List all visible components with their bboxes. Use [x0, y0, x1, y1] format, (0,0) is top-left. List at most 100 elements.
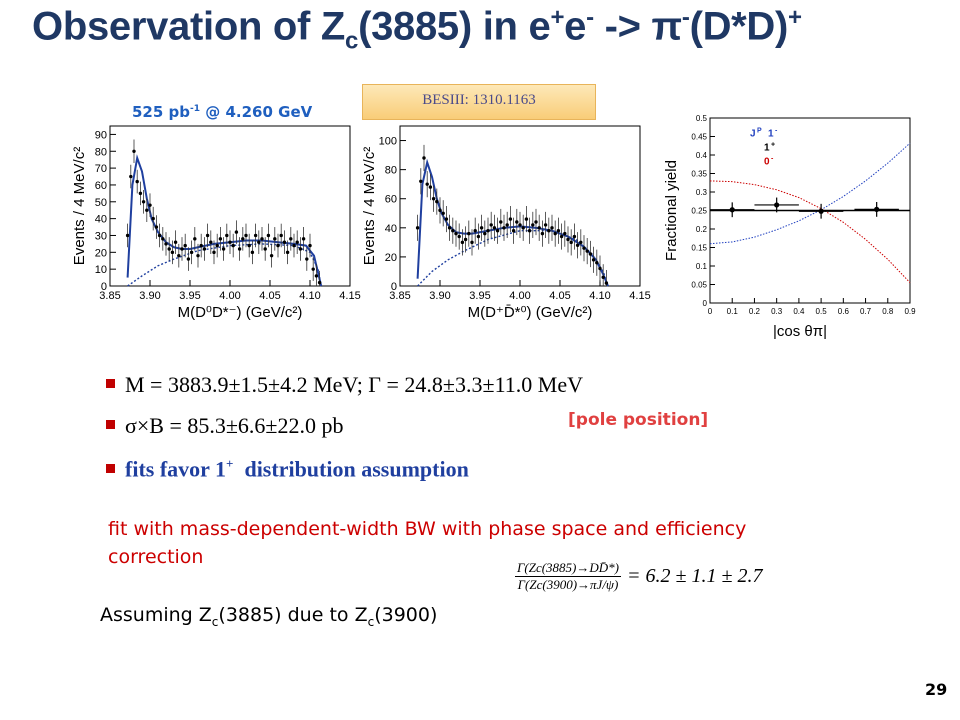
- data-point: [492, 226, 497, 230]
- data-point: [189, 250, 194, 255]
- legend-entry-2: 0: [764, 157, 770, 168]
- x-tick-label-2: 3.95: [469, 290, 490, 302]
- data-point: [479, 226, 484, 230]
- data-point: [457, 234, 461, 239]
- data-point: [537, 226, 541, 230]
- data-point: [269, 253, 274, 258]
- data-point: [495, 229, 500, 233]
- x-tick-label-4: 4.05: [549, 290, 570, 302]
- x-tick-label-4: 0.4: [793, 307, 805, 316]
- data-point: [260, 237, 264, 241]
- x-tick-label-3: 4.00: [509, 290, 530, 302]
- data-point: [588, 252, 593, 256]
- data-point: [241, 237, 245, 241]
- data-point: [505, 223, 509, 227]
- data-point: [141, 200, 146, 204]
- data-point: [135, 179, 139, 184]
- fit-background-curve: [417, 230, 609, 287]
- x-tick-label-6: 4.15: [339, 290, 360, 302]
- legend-entry-1: 1: [764, 143, 770, 154]
- y-tick-label-10: 0.5: [696, 114, 708, 123]
- data-point: [199, 243, 203, 248]
- slide-title: Observation of Zc(3885) in e+e- -> π-(D*…: [32, 4, 802, 55]
- data-point: [431, 197, 436, 201]
- data-point: [301, 237, 306, 241]
- data-point: [569, 240, 573, 245]
- data-point: [550, 226, 554, 230]
- data-point: [598, 266, 602, 271]
- bullet-cross-section: σ×B = 85.3±6.6±22.0 pb: [106, 413, 344, 439]
- y-tick-label-5: 0.25: [691, 207, 707, 216]
- data-point: [553, 231, 557, 236]
- data-point: [559, 234, 564, 239]
- legend-entry-sup-0: -: [775, 128, 778, 135]
- yield-point: [874, 206, 880, 212]
- x-tick-label-5: 0.5: [816, 307, 828, 316]
- y-tick-label-7: 70: [95, 163, 107, 175]
- data-point: [295, 240, 299, 244]
- plot-frame: [399, 125, 641, 287]
- data-point: [518, 223, 522, 227]
- data-point: [250, 250, 255, 255]
- data-point: [419, 179, 423, 183]
- data-point: [273, 237, 277, 241]
- y-axis-title: Fractional yield: [663, 160, 680, 261]
- yield-point: [774, 202, 780, 208]
- data-point: [180, 247, 184, 251]
- data-point: [266, 233, 271, 238]
- data-point: [292, 243, 296, 248]
- bullet-square-icon: [106, 463, 115, 473]
- y-tick-label-3: 60: [385, 194, 397, 206]
- data-point: [489, 223, 493, 227]
- data-point: [183, 243, 187, 248]
- y-tick-label-8: 0.4: [696, 151, 708, 160]
- data-point: [470, 240, 474, 245]
- data-point: [575, 243, 580, 247]
- data-point: [202, 247, 207, 251]
- data-point: [547, 229, 551, 233]
- width-ratio-formula: Γ(Zc(3885)→DD̄*) Γ(Zc(3900)→πJ/ψ) = 6.2 …: [515, 560, 762, 593]
- yield-point: [729, 207, 735, 213]
- data-point: [311, 267, 315, 271]
- data-point: [447, 226, 452, 230]
- plot-frame: [109, 125, 351, 287]
- data-point: [305, 257, 309, 261]
- data-point: [563, 231, 567, 236]
- x-tick-label-5: 4.10: [589, 290, 610, 302]
- x-tick-label-1: 3.90: [139, 290, 160, 302]
- data-point: [151, 216, 155, 221]
- pole-position-label: [pole position]: [568, 410, 709, 430]
- data-point: [247, 243, 251, 248]
- besiii-reference-box: BESIII: 1310.1163: [362, 84, 596, 120]
- data-point: [601, 275, 605, 279]
- y-tick-label-5: 50: [95, 197, 107, 209]
- data-point: [595, 261, 599, 265]
- y-tick-label-9: 0.45: [691, 133, 707, 142]
- data-point: [193, 237, 197, 241]
- data-point: [531, 223, 535, 227]
- data-point: [244, 233, 248, 238]
- plot-d0-dstar-mass: 0 10 20 30 40 50 60 70 80 90 3.85 3.90 3.95 4.00 4.05 4…: [71, 125, 361, 321]
- y-tick-label-1: 20: [385, 252, 397, 264]
- data-point: [132, 149, 136, 153]
- data-point: [138, 191, 143, 196]
- ratio-denominator: Γ(Zc(3900)→πJ/ψ): [517, 577, 619, 592]
- data-point: [221, 247, 226, 251]
- data-point: [164, 242, 168, 246]
- y-tick-label-2: 20: [95, 247, 107, 259]
- data-point: [499, 220, 503, 224]
- data-point: [572, 234, 577, 239]
- x-tick-label-3: 4.00: [219, 290, 240, 302]
- data-point: [556, 229, 561, 233]
- data-point: [298, 247, 303, 251]
- data-point: [460, 240, 465, 245]
- y-axis-title: Events / 4 MeV/c²: [71, 147, 88, 265]
- x-tick-label-9: 0.9: [904, 307, 916, 316]
- data-point: [148, 203, 152, 207]
- x-tick-label-7: 0.7: [860, 307, 872, 316]
- data-point: [585, 249, 589, 253]
- x-tick-label-1: 3.90: [429, 290, 450, 302]
- y-tick-label-0: 0: [101, 281, 107, 293]
- x-tick-label-0: 3.85: [99, 290, 120, 302]
- y-tick-label-6: 0.3: [696, 188, 708, 197]
